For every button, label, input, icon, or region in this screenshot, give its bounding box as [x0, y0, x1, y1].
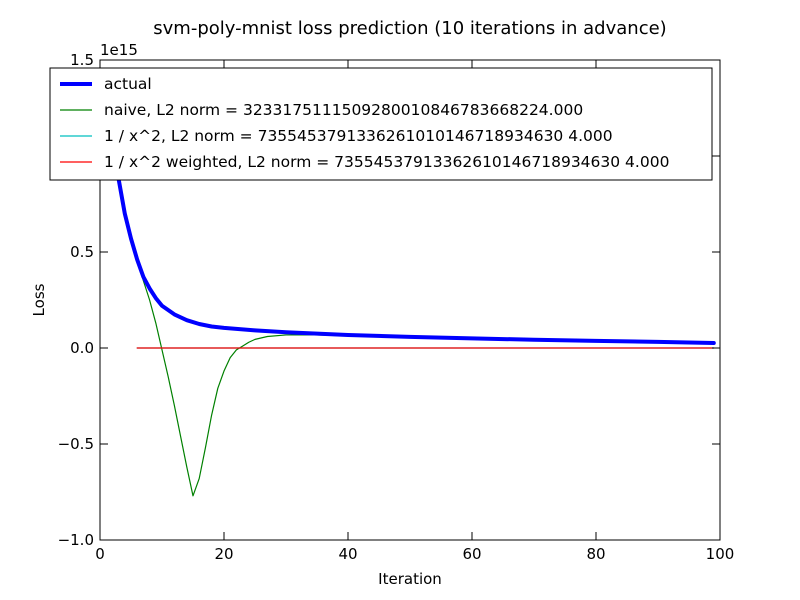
legend-entry-2: 1 / x^2, L2 norm = 735545379133626101014… — [104, 127, 613, 145]
x-tick-label: 20 — [214, 545, 233, 563]
x-tick-label: 40 — [338, 545, 357, 563]
series-layer — [104, 67, 716, 497]
y-axis-offset-label: 1e15 — [100, 41, 138, 59]
legend-entry-3: 1 / x^2 weighted, L2 norm = 735545379133… — [104, 153, 669, 171]
x-tick-label: 0 — [95, 545, 105, 563]
x-axis-label: Iteration — [378, 570, 442, 588]
legend: actual naive, L2 norm = 32331751115092800… — [49, 67, 713, 181]
legend-entry-1: naive, L2 norm = 32331751115092800108467… — [104, 101, 583, 119]
x-tick-label: 60 — [462, 545, 481, 563]
y-tick-label: 1.5 — [70, 51, 94, 69]
legend-box — [49, 67, 713, 181]
y-tick-label: −1.0 — [58, 531, 94, 549]
chart-title: svm-poly-mnist loss prediction (10 itera… — [153, 18, 666, 39]
y-tick-label: 0.0 — [70, 339, 94, 357]
legend-entry-0: actual — [104, 75, 152, 93]
y-axis-label: Loss — [30, 283, 48, 316]
x-tick-label: 100 — [706, 545, 735, 563]
series-line-1 — [136, 259, 715, 497]
y-tick-label: −0.5 — [58, 435, 94, 453]
x-tick-label: 80 — [586, 545, 605, 563]
y-tick-label: 0.5 — [70, 243, 94, 261]
plot-frame — [99, 59, 721, 541]
series-line-0 — [104, 67, 716, 346]
